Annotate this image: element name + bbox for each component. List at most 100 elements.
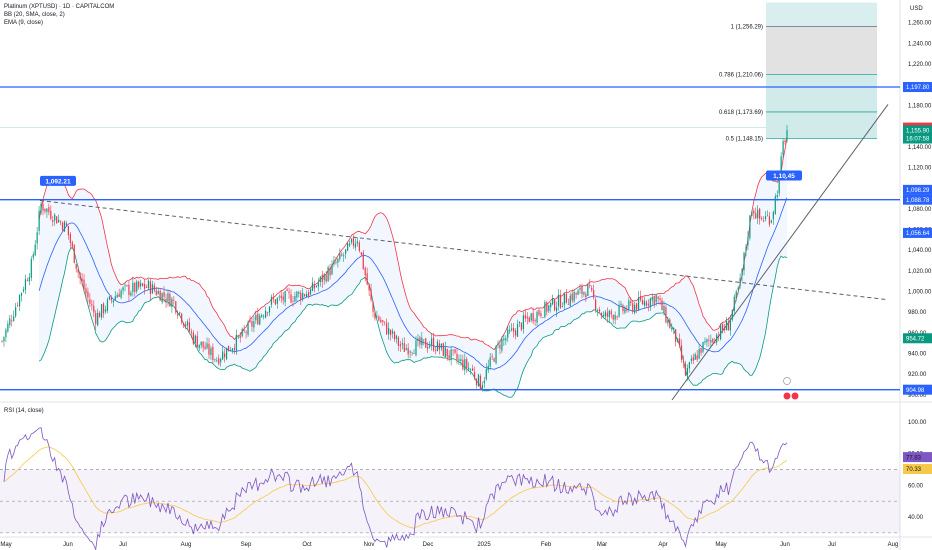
candle-body bbox=[405, 348, 407, 351]
candle-body bbox=[280, 295, 282, 299]
candle-body bbox=[374, 312, 376, 319]
bb-upper-line bbox=[38, 137, 788, 351]
candle-body bbox=[245, 331, 247, 333]
candle-body bbox=[358, 242, 360, 251]
candle-body bbox=[735, 291, 737, 299]
candle-body bbox=[288, 291, 290, 294]
candle-body bbox=[518, 321, 521, 324]
candle-body bbox=[204, 346, 206, 350]
candle-body bbox=[155, 290, 157, 295]
candle-body bbox=[618, 305, 620, 317]
candle-body bbox=[364, 268, 366, 276]
candle-body bbox=[540, 313, 542, 317]
candle-body bbox=[356, 241, 359, 244]
candle-body bbox=[661, 300, 663, 311]
candle-body bbox=[643, 300, 646, 306]
candle-body bbox=[263, 315, 265, 317]
candle-body bbox=[415, 340, 417, 356]
candle-body bbox=[311, 282, 314, 291]
candle-body bbox=[620, 303, 622, 305]
candle-body bbox=[710, 340, 712, 343]
price-badge-bg bbox=[903, 227, 932, 238]
candle-body bbox=[120, 290, 122, 298]
candle-body bbox=[42, 204, 44, 211]
candle-body bbox=[759, 208, 761, 220]
level-badge-bg bbox=[903, 82, 932, 93]
candle-body bbox=[149, 281, 152, 294]
candle-body bbox=[243, 329, 245, 331]
ema-indicator-label[interactable]: EMA (9, close) bbox=[4, 20, 44, 26]
fib-zone-lower bbox=[766, 74, 877, 139]
candle-body bbox=[583, 292, 585, 295]
candle-body bbox=[538, 310, 540, 315]
candle-body bbox=[169, 293, 171, 307]
candle-body bbox=[241, 328, 243, 337]
bb-indicator-label[interactable]: BB (20, SMA, close, 2) bbox=[4, 12, 65, 18]
candle-body bbox=[573, 291, 575, 302]
candle-body bbox=[157, 291, 159, 295]
candle-body bbox=[224, 353, 226, 358]
rsi-tick-label: 40.00 bbox=[908, 515, 924, 521]
candle-body bbox=[544, 302, 546, 318]
chart-title[interactable]: Platinum (XPTUSD) · 1D · CAPITALCOM bbox=[4, 4, 115, 10]
candle-body bbox=[319, 276, 321, 283]
rsi-badge-bg bbox=[903, 452, 932, 463]
candle-body bbox=[38, 210, 40, 231]
candle-body bbox=[333, 260, 335, 265]
price-tick-label: 1,180.00 bbox=[908, 103, 932, 109]
candle-body bbox=[464, 359, 466, 371]
candle-body bbox=[34, 244, 36, 256]
candle-body bbox=[145, 287, 148, 288]
candle-body bbox=[372, 301, 374, 312]
candle-body bbox=[489, 357, 491, 367]
candle-body bbox=[347, 243, 349, 251]
candle-body bbox=[516, 324, 519, 337]
candle-body bbox=[48, 207, 50, 213]
candle-body bbox=[206, 343, 208, 349]
candle-body bbox=[649, 298, 651, 308]
candle-body bbox=[700, 348, 702, 353]
candle-body bbox=[755, 213, 757, 219]
candle-body bbox=[112, 300, 114, 303]
candle-body bbox=[268, 306, 271, 313]
candle-body bbox=[704, 341, 706, 343]
candle-body bbox=[198, 344, 200, 349]
candle-body bbox=[194, 335, 196, 343]
price-tick-label: 1,080.00 bbox=[908, 207, 932, 213]
candle-body bbox=[761, 217, 763, 219]
candle-body bbox=[22, 289, 25, 292]
candle-body bbox=[341, 254, 343, 256]
candle-body bbox=[393, 331, 396, 340]
candle-body bbox=[702, 341, 704, 352]
candle-body bbox=[132, 282, 134, 293]
candle-body bbox=[466, 359, 468, 368]
annotation-high-label-bg bbox=[40, 175, 76, 186]
candle-body bbox=[345, 249, 347, 254]
candle-body bbox=[18, 295, 21, 307]
candle-body bbox=[296, 291, 298, 298]
candle-body bbox=[749, 215, 751, 239]
candle-body bbox=[69, 234, 71, 243]
time-tick-label: May bbox=[715, 542, 726, 548]
candle-body bbox=[44, 208, 46, 212]
candle-body bbox=[409, 351, 411, 353]
candle-body bbox=[138, 281, 140, 288]
candle-body bbox=[165, 298, 167, 302]
candle-body bbox=[686, 368, 689, 376]
time-tick-label: 2025 bbox=[477, 542, 491, 548]
candle-body bbox=[659, 298, 661, 300]
candle-body bbox=[395, 335, 398, 339]
candle-body bbox=[24, 279, 27, 290]
candle-body bbox=[276, 298, 278, 304]
annotation-recent-high-label-bg bbox=[766, 170, 802, 181]
candle-body bbox=[477, 374, 480, 387]
candle-body bbox=[28, 277, 30, 282]
rsi-legend[interactable]: RSI (14, close) bbox=[4, 408, 44, 414]
candle-body bbox=[436, 341, 439, 351]
candle-body bbox=[741, 269, 743, 277]
candle-body bbox=[278, 296, 280, 298]
candle-body bbox=[487, 365, 489, 371]
candle-body bbox=[501, 339, 503, 351]
candle-body bbox=[641, 300, 644, 304]
